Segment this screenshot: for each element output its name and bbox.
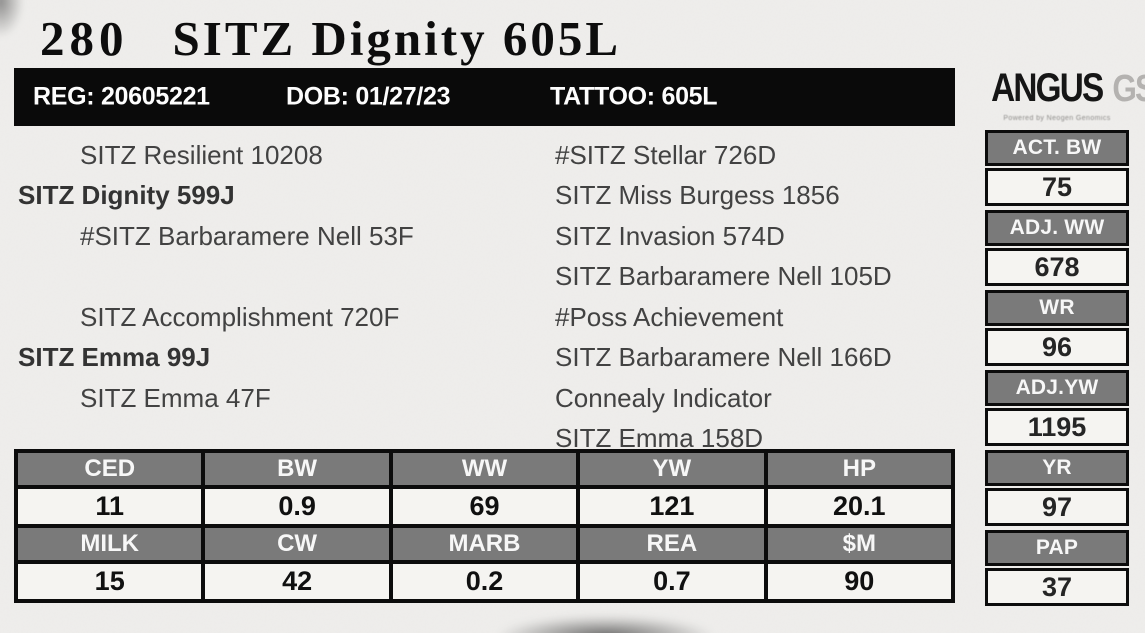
epd-value-cell: 0.2: [388, 560, 581, 603]
logo-brand-text: ANGUS: [991, 65, 1104, 110]
stat-value-pap: 37: [985, 568, 1129, 606]
logo-wordmark: ANGUSGS: [985, 65, 1145, 116]
performance-sidebar: ANGUSGS Powered by Neogen Genomics ACT. …: [985, 65, 1145, 606]
page-title: 280 SITZ Dignity 605L: [40, 10, 621, 67]
stat-value-adj-yw: 1195: [985, 408, 1129, 446]
pedigree-name-dam: SITZ Emma 99J: [18, 342, 211, 372]
logo-tagline: Powered by Neogen Genomics: [1003, 115, 1111, 122]
epd-header-cell: REA: [576, 524, 768, 564]
pedigree-name-gen3: #SITZ Stellar 726D: [555, 140, 777, 170]
performance-stats: ACT. BW 75 ADJ. WW 678 WR 96 ADJ.YW 1195…: [985, 130, 1129, 610]
lot-number: 280: [40, 11, 129, 66]
epd-table: CED BW WW YW HP 11 0.9 69 121 20.1 MILK …: [13, 449, 956, 603]
scan-artifact-top-left: [0, 0, 24, 38]
tattoo: TATTOO: 605L: [550, 82, 718, 111]
animal-name: SITZ Dignity 605L: [172, 11, 622, 66]
epd-header-cell: $M: [763, 524, 956, 564]
epd-header-cell: MARB: [388, 524, 581, 564]
epd-header-cell: CED: [13, 449, 206, 489]
scan-artifact-bottom: [498, 616, 713, 633]
stat-value-act-bw: 75: [985, 168, 1129, 206]
pedigree-name-sire-sire: SITZ Resilient 10208: [80, 140, 323, 170]
stat-value-adj-ww: 678: [985, 248, 1129, 286]
stat-value-yr: 97: [985, 488, 1129, 526]
stat-label-act-bw: ACT. BW: [985, 130, 1129, 166]
epd-header-cell: YW: [576, 449, 768, 489]
epd-header-row: CED BW WW YW HP: [13, 449, 956, 489]
pedigree-name-gen3: #Poss Achievement: [555, 302, 784, 332]
epd-value-cell: 0.7: [576, 560, 768, 603]
pedigree-name-dam-sire: SITZ Accomplishment 720F: [80, 302, 400, 332]
reg-number: REG: 20605221: [33, 82, 210, 111]
epd-value-cell: 90: [763, 560, 956, 603]
stat-value-wr: 96: [985, 328, 1129, 366]
pedigree-name-dam-dam: SITZ Emma 47F: [80, 383, 271, 413]
epd-header-cell: CW: [201, 524, 393, 564]
epd-header-cell: BW: [201, 449, 393, 489]
registration-bar: REG: 20605221 DOB: 01/27/23 TATTOO: 605L: [14, 68, 955, 126]
epd-value-row: 11 0.9 69 121 20.1: [13, 485, 956, 528]
epd-value-cell: 11: [13, 485, 206, 528]
stat-label-adj-yw: ADJ.YW: [985, 370, 1129, 406]
pedigree-name-sire: SITZ Dignity 599J: [18, 180, 235, 210]
pedigree-name-gen3: SITZ Invasion 574D: [555, 221, 785, 251]
dob: DOB: 01/27/23: [286, 82, 451, 111]
epd-value-row: 15 42 0.2 0.7 90: [13, 560, 956, 603]
pedigree-name-sire-dam: #SITZ Barbaramere Nell 53F: [80, 221, 414, 251]
logo-suffix-text: GS: [1111, 67, 1145, 110]
stat-label-adj-ww: ADJ. WW: [985, 210, 1129, 246]
epd-header-row: MILK CW MARB REA $M: [13, 524, 956, 564]
angus-gs-logo: ANGUSGS Powered by Neogen Genomics: [985, 65, 1145, 123]
pedigree-name-gen3: SITZ Barbaramere Nell 105D: [555, 261, 892, 291]
stat-label-pap: PAP: [985, 530, 1129, 566]
epd-value-cell: 20.1: [763, 485, 956, 528]
stat-label-wr: WR: [985, 290, 1129, 326]
epd-value-cell: 121: [576, 485, 768, 528]
stat-label-yr: YR: [985, 450, 1129, 486]
pedigree-name-gen3: SITZ Barbaramere Nell 166D: [555, 342, 892, 372]
epd-value-cell: 0.9: [201, 485, 393, 528]
epd-value-cell: 69: [388, 485, 581, 528]
epd-header-cell: WW: [388, 449, 581, 489]
pedigree-name-gen3: SITZ Miss Burgess 1856: [555, 180, 840, 210]
pedigree-name-gen3: Connealy Indicator: [555, 383, 772, 413]
epd-value-cell: 42: [201, 560, 393, 603]
epd-header-cell: MILK: [13, 524, 206, 564]
epd-header-cell: HP: [763, 449, 956, 489]
epd-value-cell: 15: [13, 560, 206, 603]
